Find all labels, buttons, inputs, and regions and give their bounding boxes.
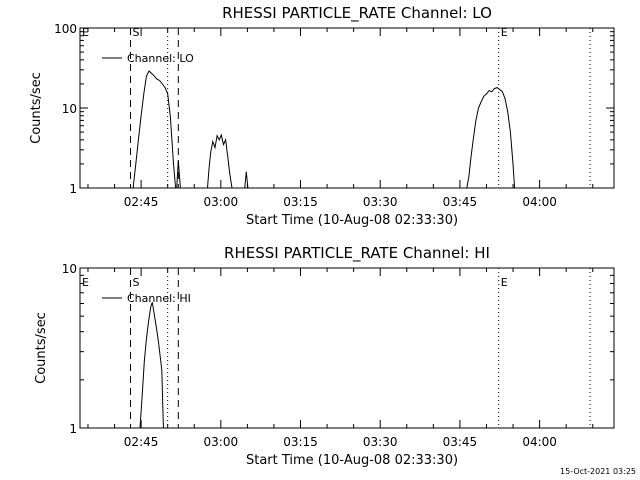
- x-axis-label: Start Time (10-Aug-08 02:33:30): [246, 453, 458, 468]
- x-tick-label: 04:00: [522, 195, 557, 209]
- x-tick-label: 03:45: [443, 195, 478, 209]
- x-tick-label: 03:15: [283, 435, 318, 449]
- x-tick-label: 03:00: [204, 195, 239, 209]
- series-line: [207, 133, 233, 189]
- marker-label: S: [132, 276, 139, 289]
- y-axis-label: Counts/sec: [34, 312, 49, 384]
- series-line: [466, 87, 516, 189]
- marker-label: E: [501, 26, 508, 39]
- marker-label: S: [132, 26, 139, 39]
- timestamp: 15-Oct-2021 03:25: [560, 467, 636, 476]
- y-tick-label: 10: [62, 102, 77, 116]
- series-line: [139, 302, 164, 429]
- chart-title: RHESSI PARTICLE_RATE Channel: HI: [224, 244, 490, 263]
- series-line: [132, 70, 177, 189]
- y-tick-label: 1: [69, 422, 77, 436]
- marker-label: E: [501, 276, 508, 289]
- legend-label: Channel: HI: [127, 292, 191, 305]
- x-tick-label: 02:45: [124, 435, 159, 449]
- y-tick-label: 10: [62, 262, 77, 276]
- legend-label: Channel: LO: [127, 52, 194, 65]
- y-tick-label: 100: [54, 22, 77, 36]
- x-tick-label: 03:00: [204, 435, 239, 449]
- x-tick-label: 02:45: [124, 195, 159, 209]
- x-tick-label: 03:30: [363, 435, 398, 449]
- marker-label: E: [82, 276, 89, 289]
- marker-label: E: [82, 26, 89, 39]
- x-axis-label: Start Time (10-Aug-08 02:33:30): [246, 213, 458, 228]
- plot-frame: [79, 267, 615, 429]
- x-tick-label: 03:45: [443, 435, 478, 449]
- x-tick-label: 04:00: [522, 435, 557, 449]
- panel-hi: RHESSI PARTICLE_RATE Channel: HI 02:45 03:…: [34, 244, 615, 468]
- chart-title: RHESSI PARTICLE_RATE Channel: LO: [222, 4, 492, 23]
- series-line: [244, 171, 249, 189]
- y-tick-label: 1: [69, 182, 77, 196]
- x-tick-label: 03:15: [283, 195, 318, 209]
- x-tick-label: 03:30: [363, 195, 398, 209]
- series-line: [176, 160, 181, 189]
- y-axis-label: Counts/sec: [29, 72, 44, 144]
- panel-lo: RHESSI PARTICLE_RATE Channel: LO 02:45 03:…: [29, 4, 615, 228]
